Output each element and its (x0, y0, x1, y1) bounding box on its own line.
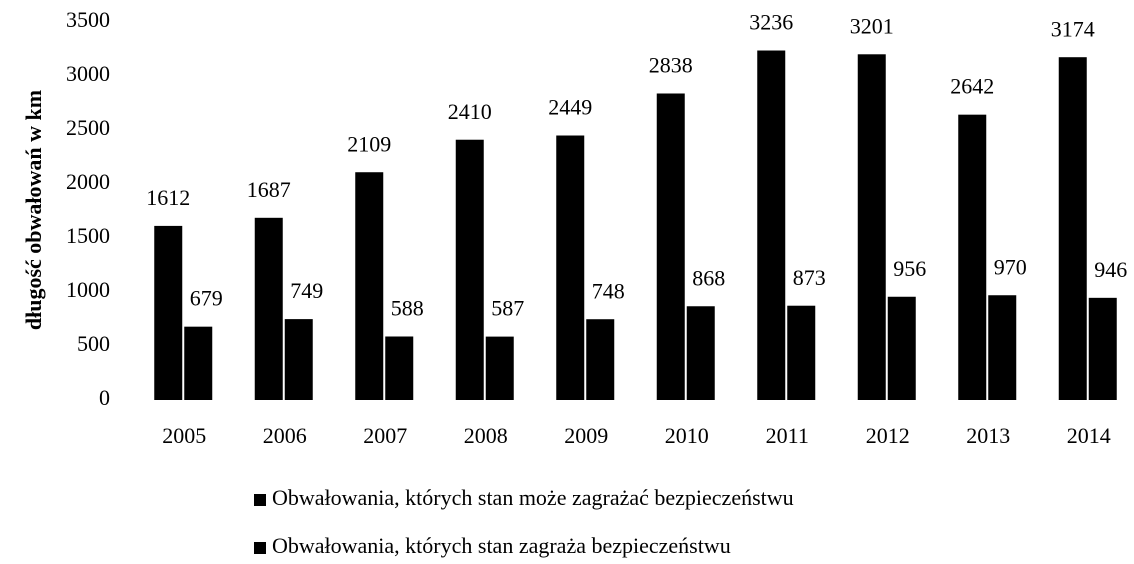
y-axis-title: długość obwałowań w km (21, 90, 46, 330)
value-label: 946 (1094, 257, 1127, 282)
x-tick-label: 2005 (162, 423, 206, 448)
legend-marker (254, 494, 266, 506)
legend-label: Obwałowania, których stan zagraża bezpie… (272, 533, 731, 558)
value-label: 3201 (850, 13, 894, 38)
value-label: 2449 (548, 95, 592, 120)
legend-label: Obwałowania, których stan może zagrażać … (272, 485, 794, 510)
bar (254, 217, 283, 400)
y-tick-label: 1500 (66, 223, 110, 248)
value-label: 868 (692, 265, 725, 290)
value-label: 1612 (146, 185, 190, 210)
x-tick-label: 2013 (966, 423, 1010, 448)
x-tick-label: 2007 (363, 423, 407, 448)
y-tick-label: 3500 (66, 7, 110, 32)
y-tick-label: 1000 (66, 277, 110, 302)
bar (958, 114, 987, 400)
y-tick-label: 3000 (66, 61, 110, 86)
y-tick-label: 500 (77, 331, 110, 356)
value-label: 3236 (749, 10, 793, 35)
x-tick-label: 2006 (263, 423, 307, 448)
bar (485, 336, 514, 400)
bar (757, 50, 786, 401)
x-tick-label: 2008 (464, 423, 508, 448)
value-label: 956 (893, 256, 926, 281)
bar (355, 172, 384, 400)
bar (556, 135, 585, 400)
bar (284, 319, 313, 400)
bar (586, 319, 615, 400)
bar (1088, 297, 1117, 400)
value-label: 3174 (1051, 16, 1095, 41)
value-label: 2410 (448, 99, 492, 124)
bar (787, 305, 816, 400)
value-label: 2109 (347, 131, 391, 156)
bar (455, 139, 484, 400)
bar (154, 225, 183, 400)
value-label: 588 (391, 296, 424, 321)
value-label: 970 (994, 254, 1027, 279)
bar (656, 93, 685, 400)
bar (857, 54, 886, 401)
x-tick-label: 2009 (564, 423, 608, 448)
value-label: 749 (290, 278, 323, 303)
y-tick-label: 0 (99, 385, 110, 410)
value-label: 748 (592, 278, 625, 303)
value-label: 2642 (950, 74, 994, 99)
bar (184, 326, 213, 400)
x-tick-label: 2012 (866, 423, 910, 448)
x-tick-label: 2014 (1067, 423, 1111, 448)
x-tick-label: 2010 (665, 423, 709, 448)
bar (385, 336, 414, 400)
value-label: 873 (793, 265, 826, 290)
bar (1058, 57, 1087, 400)
value-label: 2838 (649, 53, 693, 78)
y-tick-label: 2500 (66, 115, 110, 140)
value-label: 587 (491, 296, 524, 321)
bar (887, 296, 916, 400)
y-tick-label: 2000 (66, 169, 110, 194)
value-label: 679 (190, 286, 223, 311)
bar (988, 295, 1017, 400)
bar (686, 306, 715, 400)
x-tick-label: 2011 (766, 423, 809, 448)
legend-marker (254, 542, 266, 554)
value-label: 1687 (247, 177, 291, 202)
